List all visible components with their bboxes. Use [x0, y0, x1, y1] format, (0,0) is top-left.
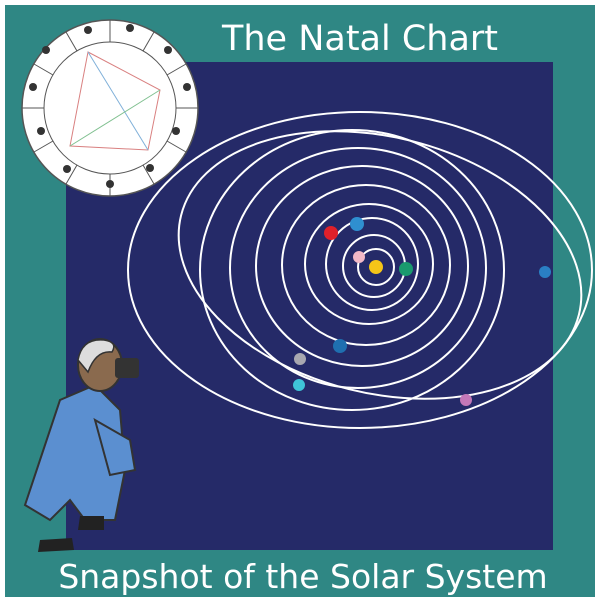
camera [115, 358, 139, 378]
caption: Snapshot of the Solar System [58, 557, 547, 596]
planet [294, 353, 306, 365]
planet [333, 339, 347, 353]
planet [350, 217, 364, 231]
planet [324, 226, 338, 240]
planet [293, 379, 305, 391]
sun [369, 260, 383, 274]
planet [539, 266, 551, 278]
planet [399, 262, 413, 276]
illustration: The Natal Chart Snapshot of the Solar Sy… [0, 0, 601, 604]
shoe [78, 516, 104, 530]
shoe [38, 538, 74, 552]
title: The Natal Chart [221, 19, 498, 59]
planet [460, 394, 472, 406]
planet [353, 251, 365, 263]
natal-wheel [22, 20, 198, 196]
